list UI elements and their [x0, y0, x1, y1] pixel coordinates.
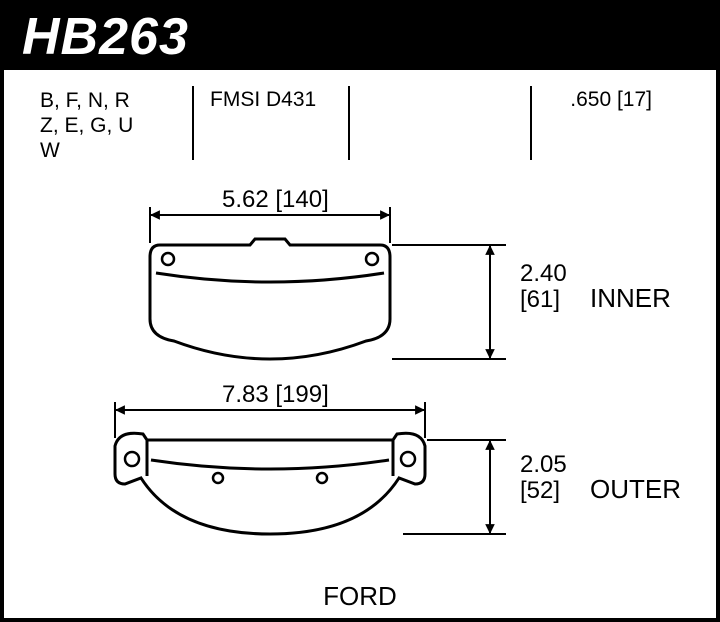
codes-line: B, F, N, R: [40, 88, 133, 113]
thickness-value: .650 [17]: [570, 88, 652, 112]
codes-line: W: [40, 138, 133, 163]
codes-line: Z, E, G, U: [40, 113, 133, 138]
compound-codes: B, F, N, R Z, E, G, U W: [40, 88, 133, 164]
brake-pad-diagram: 5.62 [140] 2.40[61] INNER 7.83 [199] 2.05[52…: [0, 180, 720, 575]
svg-text:OUTER: OUTER: [590, 474, 681, 504]
diagram-area: 5.62 [140] 2.40[61] INNER 7.83 [199] 2.05[52…: [0, 180, 720, 575]
svg-text:2.40: 2.40: [520, 260, 567, 287]
fmsi-code: FMSI D431: [210, 88, 316, 112]
svg-text:INNER: INNER: [590, 283, 671, 313]
part-number: HB263: [22, 7, 189, 67]
info-row: B, F, N, R Z, E, G, U W FMSI D431 .650 […: [0, 88, 720, 168]
svg-text:[61]: [61]: [520, 286, 560, 313]
header-bar: HB263: [4, 4, 716, 70]
svg-text:[52]: [52]: [520, 477, 560, 504]
svg-text:5.62 [140]: 5.62 [140]: [222, 186, 329, 213]
svg-text:2.05: 2.05: [520, 451, 567, 478]
svg-text:7.83 [199]: 7.83 [199]: [222, 381, 329, 408]
vehicle-make: FORD: [0, 581, 720, 612]
